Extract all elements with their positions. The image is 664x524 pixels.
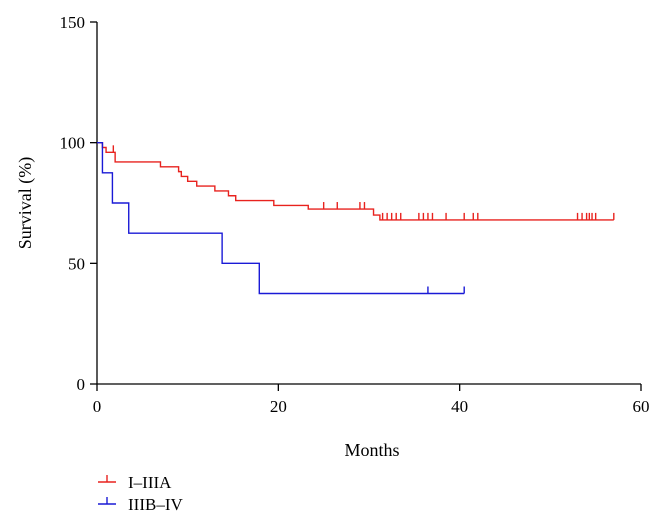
y-tick-label: 50 (68, 254, 85, 273)
x-tick-label: 0 (93, 397, 102, 416)
series-1-curve (97, 141, 465, 295)
series-0-curve (97, 141, 614, 221)
y-tick-label: 150 (60, 13, 86, 32)
legend-label: I–IIIA (128, 473, 172, 492)
x-tick-label: 60 (633, 397, 650, 416)
axes (96, 22, 641, 385)
ticks: 0 50 100 150 0 20 40 60 (60, 13, 650, 416)
x-axis-title: Months (344, 440, 399, 460)
y-tick-label: 100 (60, 134, 86, 153)
y-tick-label: 0 (77, 375, 86, 394)
y-axis-title: Survival (%) (15, 157, 36, 249)
survival-curves (97, 141, 615, 295)
legend-label: IIIB–IV (128, 495, 183, 514)
x-tick-label: 40 (451, 397, 468, 416)
x-tick-label: 20 (270, 397, 287, 416)
legend: I–IIIA IIIB–IV (98, 473, 183, 514)
